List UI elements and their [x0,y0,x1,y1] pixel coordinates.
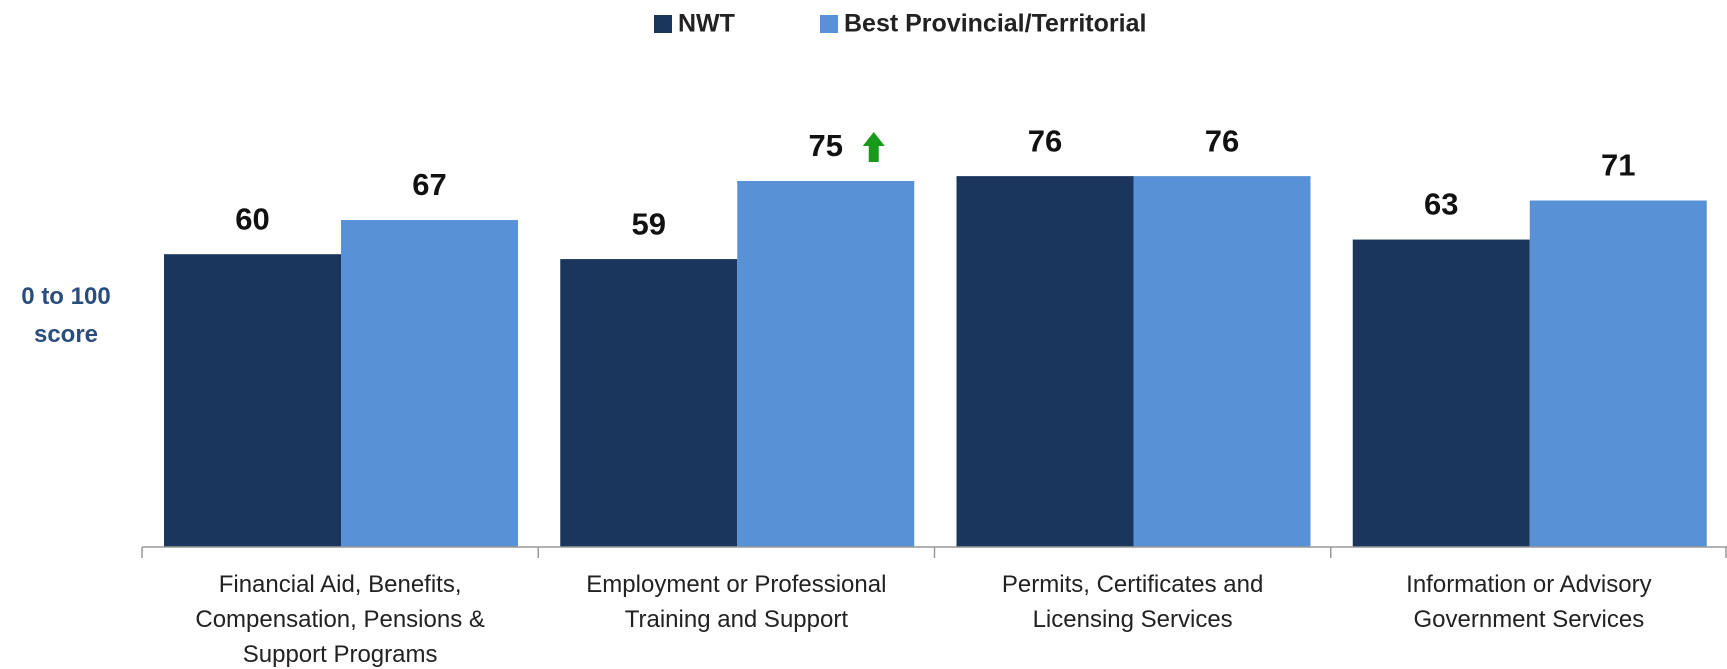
bar [1529,200,1707,547]
x-tick-label: Financial Aid, Benefits, Compensation, P… [195,571,485,668]
x-tick-label: Employment or Professional Training and … [586,571,887,633]
x-tick-label: Permits, Certificates and Licensing Serv… [1001,571,1264,633]
legend-swatch [820,15,838,33]
value-label: 60 [235,201,269,236]
legend-swatch [654,15,672,33]
bar [164,254,341,547]
legend-label: Best Provincial/Territorial [844,10,1146,38]
bar [1352,239,1530,547]
bar [737,181,915,547]
value-label: 67 [412,167,446,202]
bar [956,176,1134,547]
value-label: 76 [1028,123,1062,158]
value-label: 63 [1424,187,1458,222]
bar [1133,176,1311,547]
value-label: 71 [1601,148,1635,183]
bar [560,259,738,547]
value-label: 59 [632,206,666,241]
y-axis-label: 0 to 100 score [21,283,111,348]
value-label: 76 [1205,123,1239,158]
bar [341,220,518,548]
legend-label: NWT [678,10,735,38]
up-arrow [862,132,885,162]
value-label: 75 [809,128,843,163]
x-tick-label: Information or Advisory Government Servi… [1406,571,1652,633]
